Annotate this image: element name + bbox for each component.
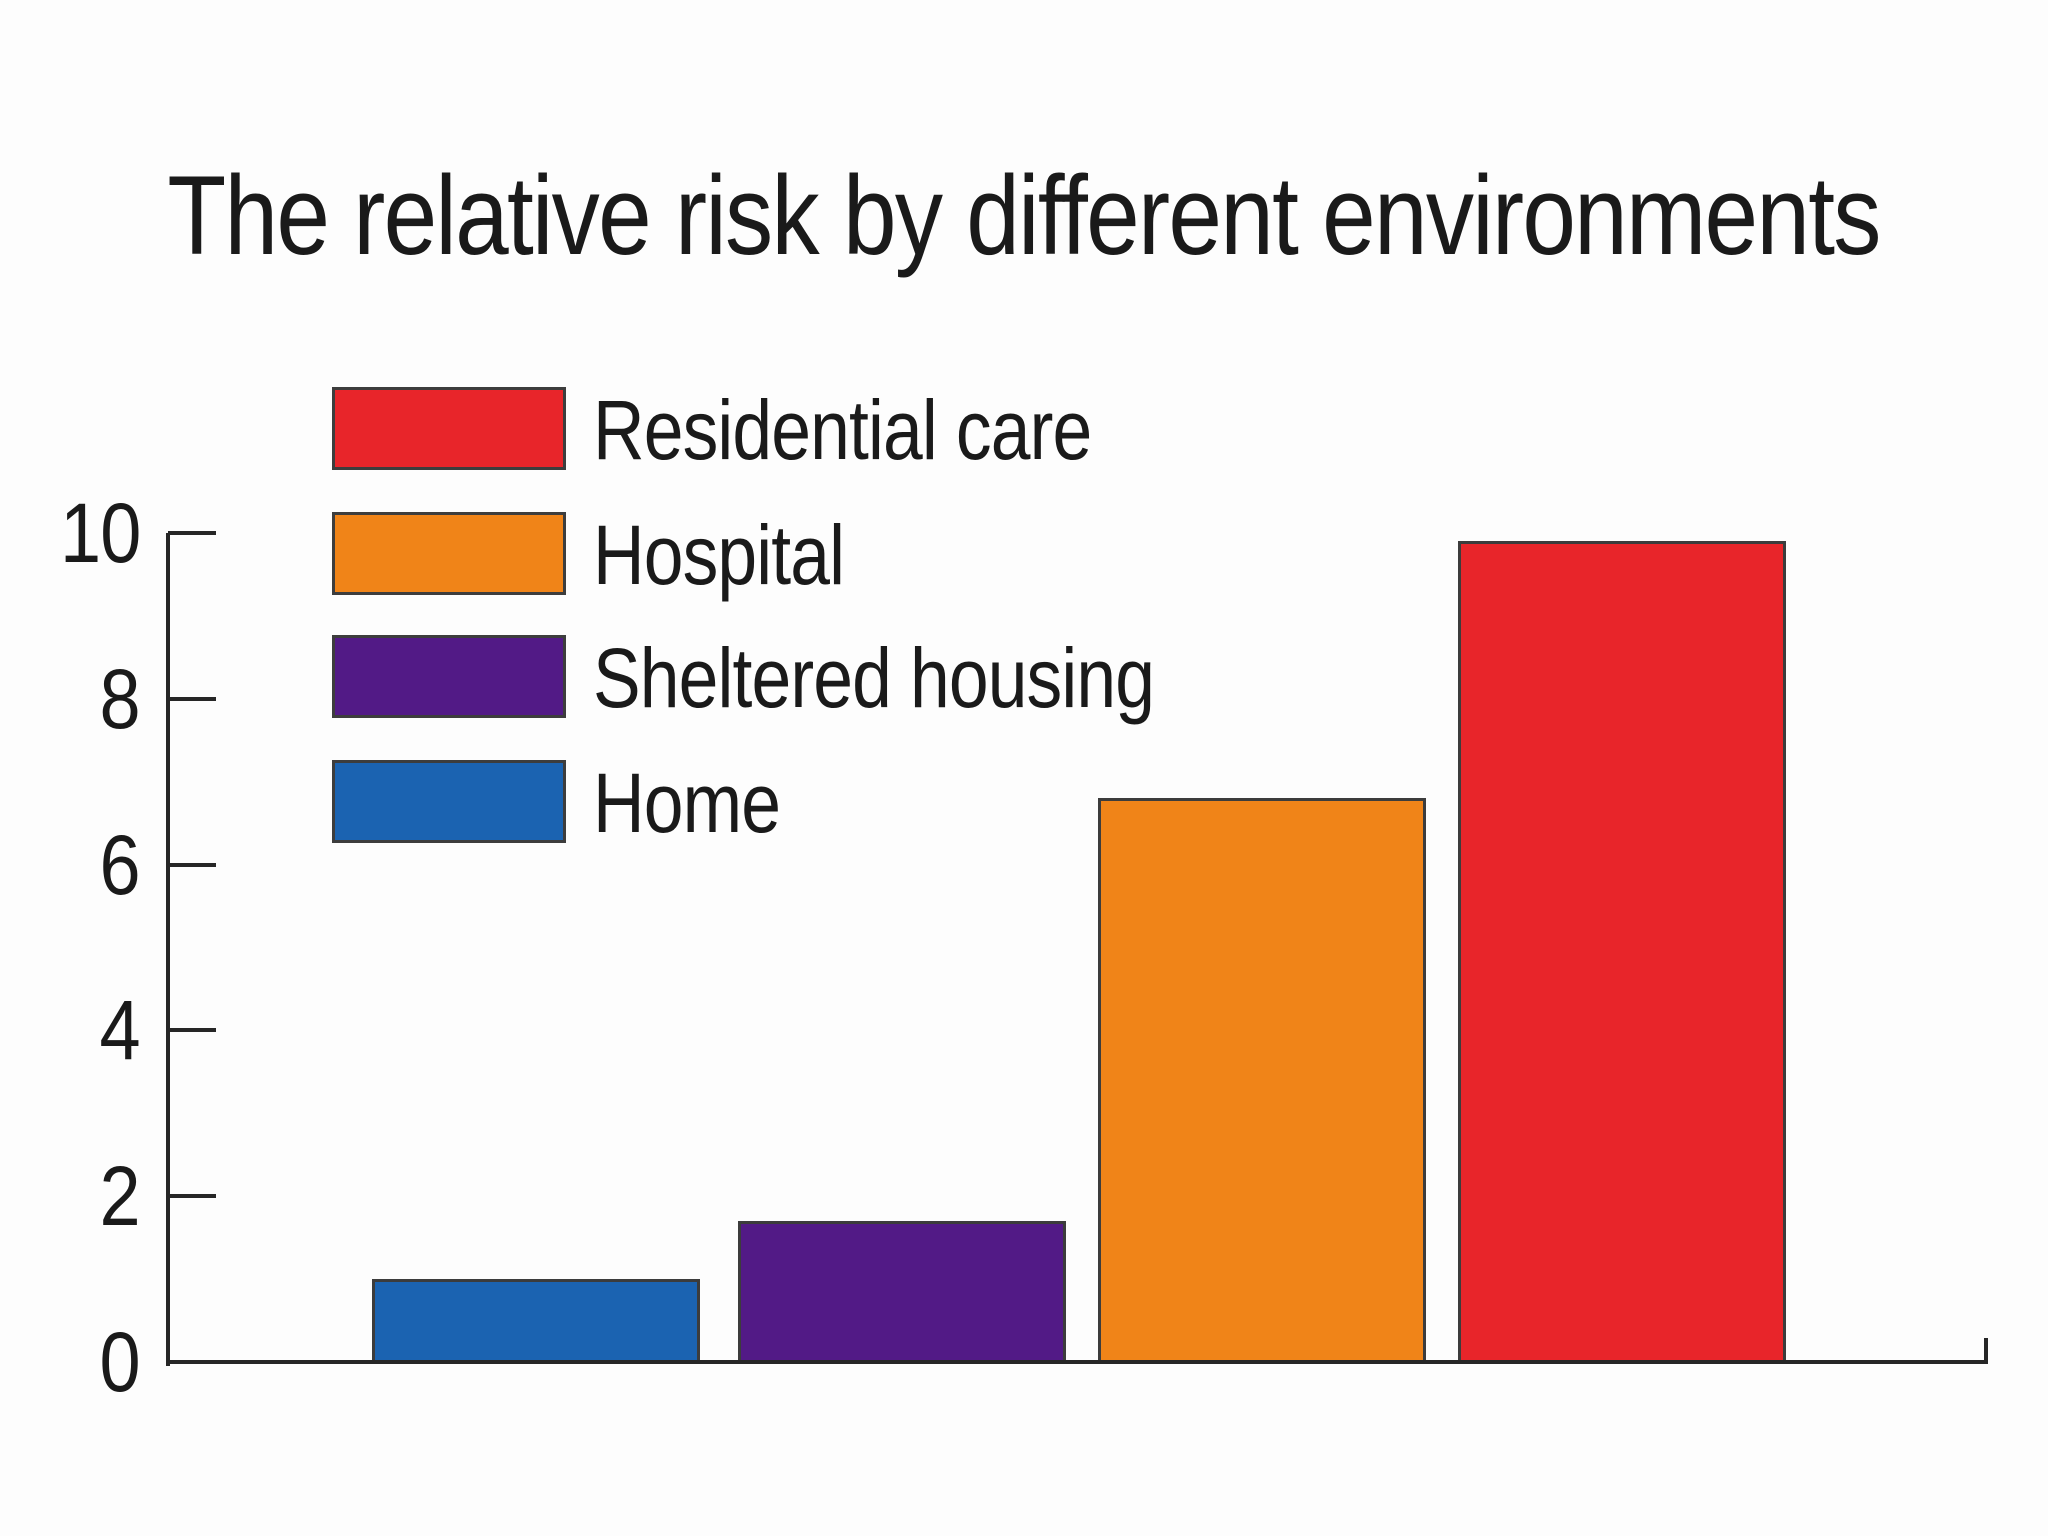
y-tick-label: 8: [0, 652, 141, 746]
y-tick-mark: [168, 863, 216, 867]
legend-swatch-hospital: [332, 512, 566, 595]
y-tick-label-text: 8: [99, 652, 141, 746]
legend-label: Residential care: [593, 383, 1092, 477]
y-tick-label: 4: [0, 983, 141, 1077]
y-tick-label: 0: [0, 1315, 141, 1409]
bar-home: [372, 1279, 700, 1364]
legend-swatch-sheltered-housing: [332, 635, 566, 718]
y-tick-label-text: 0: [99, 1315, 141, 1409]
bar-sheltered-housing: [738, 1221, 1066, 1364]
legend-swatch-residential-care: [332, 387, 566, 470]
x-axis-end-tick: [1984, 1338, 1988, 1362]
y-tick-mark: [168, 1194, 216, 1198]
legend-label: Home: [593, 756, 781, 850]
legend-label: Hospital: [593, 508, 845, 602]
y-tick-label-text: 4: [99, 983, 141, 1077]
y-axis-line: [166, 533, 170, 1366]
legend-label: Sheltered housing: [593, 631, 1155, 725]
y-tick-mark: [168, 697, 216, 701]
bar-hospital: [1098, 798, 1426, 1364]
chart-title: The relative risk by different environme…: [0, 160, 2048, 272]
y-tick-label-text: 2: [99, 1149, 141, 1243]
y-tick-label-text: 6: [99, 818, 141, 912]
x-axis-line: [166, 1360, 1988, 1364]
chart-title-text: The relative risk by different environme…: [167, 153, 1882, 278]
y-tick-label: 10: [0, 486, 141, 580]
y-tick-label-text: 10: [59, 486, 141, 580]
y-tick-label: 6: [0, 818, 141, 912]
y-tick-mark: [168, 531, 216, 535]
y-tick-mark: [168, 1028, 216, 1032]
y-tick-label: 2: [0, 1149, 141, 1243]
legend-swatch-home: [332, 760, 566, 843]
bar-residential-care: [1458, 541, 1786, 1364]
